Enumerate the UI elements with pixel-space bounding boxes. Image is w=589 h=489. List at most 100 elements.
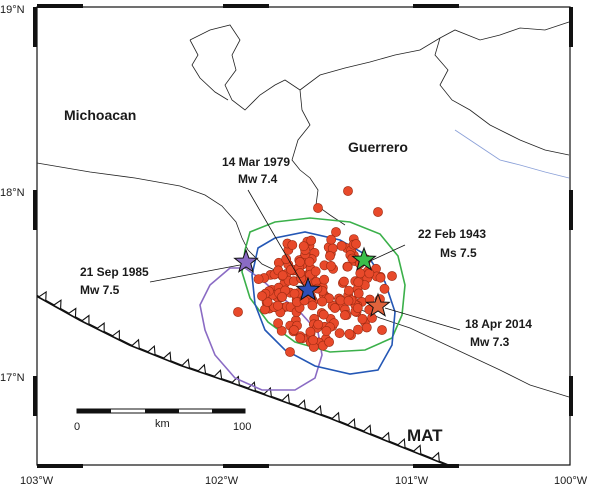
aftershock-dot [289,288,300,299]
aftershock-dot [233,307,243,317]
river-line [454,129,570,179]
trench-tooth [180,358,191,370]
lon-label-100w: 100°W [554,475,588,487]
trench-tooth [95,322,105,333]
aftershock-dot [329,303,340,313]
aftershock-dot [375,272,386,283]
aftershock-dot [307,300,318,311]
aftershock-dot [373,207,383,217]
aftershock-dot [336,240,347,251]
quake-1943-mag: Ms 7.5 [440,246,477,260]
quake-2014-date: 18 Apr 2014 [465,317,532,331]
contour-1943 [241,217,406,353]
aftershock-dot [273,318,283,329]
lat-label-19n: 19°N [0,4,25,16]
quake-2014-mag: Mw 7.3 [470,335,510,349]
trench-tooth [280,393,291,405]
aftershock-dot [318,309,329,320]
aftershock-dot [277,291,287,302]
contour-1979 [251,231,396,375]
aftershock-dot [343,295,354,306]
quake-1979-date: 14 Mar 1979 [222,155,290,169]
aftershock-dot [295,333,305,343]
aftershock-dot [353,324,363,335]
aftershock-dot [287,240,298,250]
trench-tooth [330,411,340,423]
aftershock-dot [305,326,316,337]
aftershock-dot [317,296,328,307]
aftershock-dot [285,347,295,357]
aftershock-dot [352,303,363,313]
aftershock-dot [351,239,361,249]
aftershock-dot [304,256,315,267]
aftershock-dot [306,235,317,246]
aftershock-dot [277,270,288,281]
trench-tooth [196,363,207,375]
trench-tooth [312,404,323,416]
trench-tooth [396,437,406,449]
aftershock-dot [257,291,267,301]
trench-tooth [111,329,120,341]
aftershock-dot [339,310,350,321]
aftershock-dot [353,288,364,299]
aftershock-dot [308,335,318,346]
lon-label-101w: 101°W [395,475,429,487]
trench-tooth [380,431,390,443]
aftershock-dot [387,271,397,281]
trench-tooth [412,444,422,456]
lat-label-17n: 17°N [0,372,25,384]
aftershock-dot [295,268,305,278]
aftershock-dot [295,257,305,267]
scale-unit: km [155,418,170,430]
aftershock-dot [324,337,334,347]
aftershock-dot [377,325,387,335]
aftershock-dot [344,328,355,339]
aftershock-dot [342,261,353,272]
leader-lines [149,189,461,331]
aftershock-dot [326,234,337,245]
aftershock-cluster [233,186,397,357]
trench-tooth [346,417,356,429]
star-2014-icon [365,292,391,317]
aftershock-dot [326,260,336,271]
region-label-michoacan: Michoacan [64,107,136,123]
trench-tooth [430,451,440,463]
quake-1985-date: 21 Sep 1985 [80,265,149,279]
quake-1979-mag: Mw 7.4 [238,172,278,186]
aftershock-dot [361,322,372,333]
aftershock-dot [364,268,375,279]
star-1979-icon [295,276,321,301]
aftershock-dot [357,313,368,324]
quake-1943-date: 22 Feb 1943 [418,227,486,241]
map-frame [36,6,571,466]
lon-label-102w: 102°W [205,475,239,487]
trench-tooth [130,338,140,350]
aftershock-dot [253,274,264,284]
aftershock-dot [353,277,364,288]
trench-tooth [213,369,223,380]
trench-label: MAT [407,426,443,445]
aftershock-dot [379,283,390,294]
aftershock-dot [325,251,335,261]
aftershock-dot [331,227,341,237]
scale-end: 100 [233,421,251,433]
trench-tooth [296,399,307,410]
aftershock-dot [339,276,349,287]
aftershock-dot [281,254,292,264]
aftershock-dot [343,186,353,196]
frame-ticks [33,4,573,468]
aftershock-dot [319,274,330,285]
scale-start: 0 [74,421,80,433]
aftershock-dot [298,241,309,252]
trench-tooth [162,351,172,363]
aftershock-dot [334,328,345,339]
trench-tooth [52,299,62,311]
quake-1985-mag: Mw 7.5 [80,283,120,297]
trench-tooth [80,314,90,326]
aftershock-dot [343,285,354,296]
trench-tooth [146,344,156,356]
aftershock-dot [310,266,321,277]
aftershock-dot [313,319,324,330]
trench-tooth [67,307,77,319]
